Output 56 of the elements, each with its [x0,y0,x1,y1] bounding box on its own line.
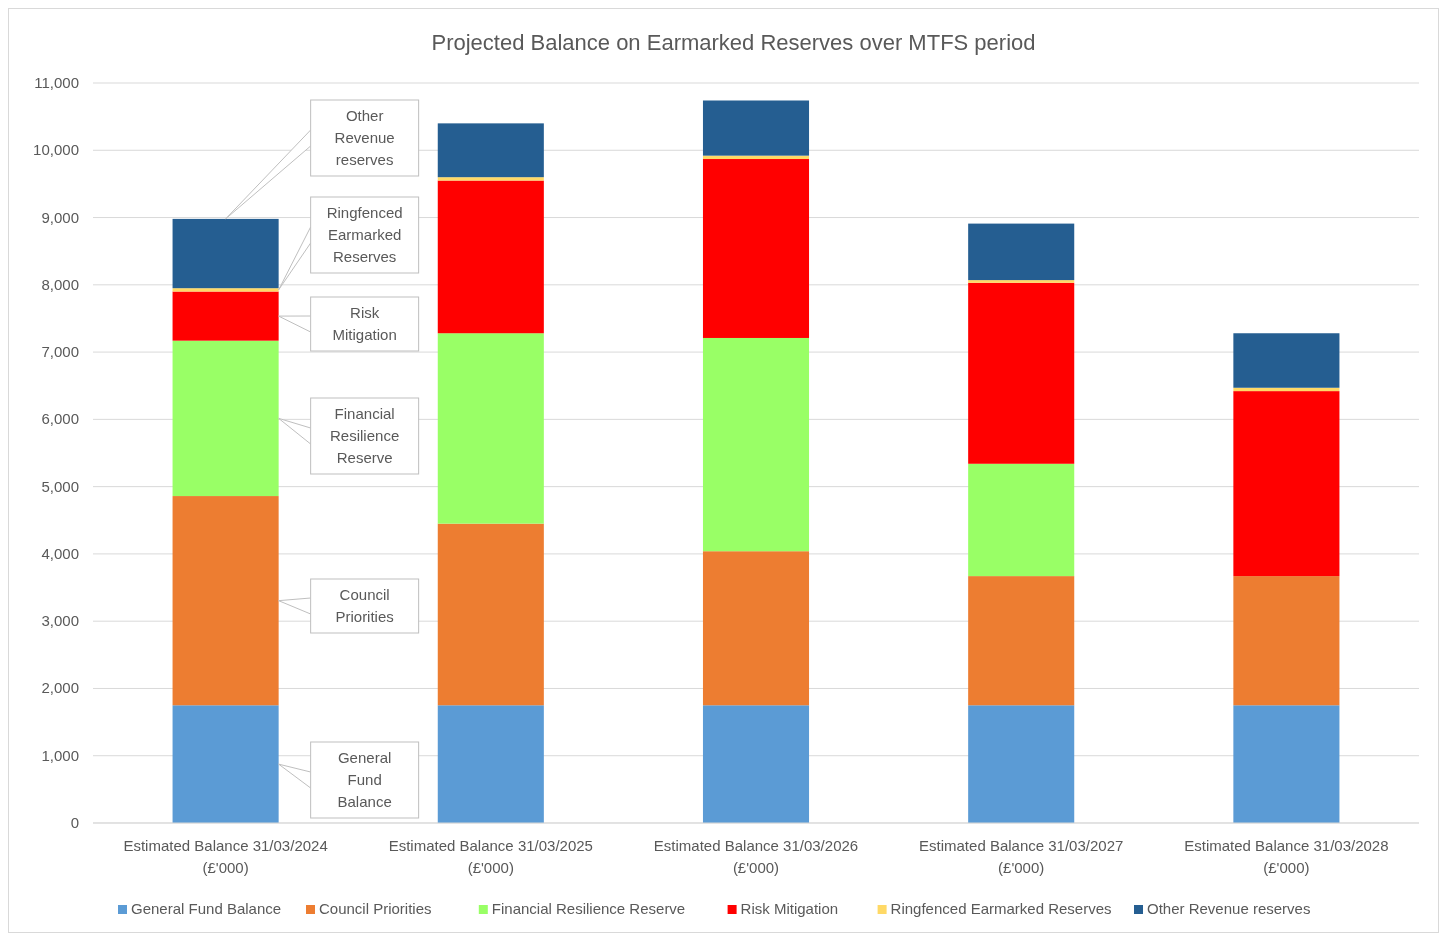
legend-label: Council Priorities [319,900,432,917]
bar [1233,391,1340,577]
annotation: General Fund Balance [337,749,392,810]
chart-title: Projected Balance on Earmarked Reserves over MTFS period [431,30,1036,55]
bar [968,463,1075,577]
legend-label: Ringfenced Earmarked Reserves [890,900,1112,917]
y-tick-label: 9,000 [41,208,79,226]
legend-label: Risk Mitigation [740,900,839,917]
bar [437,177,544,181]
bar [1233,705,1340,823]
annotation: Ringfenced Earmarked Reserves [326,204,403,265]
x-tick-label: Estimated Balance 31/03/2027 (£'000) [919,837,1124,876]
bar [968,280,1075,283]
bar [702,100,810,156]
annotation: Risk Mitigation [332,304,397,343]
y-tick-label: 10,000 [33,141,79,159]
y-tick-label: 11,000 [34,74,79,91]
legend-label: Other Revenue reserves [1147,900,1311,917]
y-tick-label: 5,000 [41,477,79,495]
bar [437,523,544,706]
annotation: Other Revenue reserves [334,107,395,168]
bar [172,340,279,497]
bar [968,223,1075,281]
x-tick-label: Estimated Balance 31/03/2028 (£'000) [1184,837,1389,876]
bar [968,705,1075,823]
bar [437,705,544,823]
bar [702,551,810,706]
y-tick-label: 8,000 [41,275,79,293]
bar [1233,576,1340,706]
y-tick-label: 7,000 [41,343,79,361]
bar [968,576,1075,706]
bar [172,291,279,341]
legend-label: General Fund Balance [131,900,282,917]
x-tick-label: Estimated Balance 31/03/2024 (£'000) [123,837,328,876]
y-tick-label: 0 [70,814,79,831]
y-tick-label: 6,000 [41,410,79,428]
bar [702,159,810,338]
legend-label: Financial Resilience Reserve [491,900,686,917]
annotation: Financial Resilience Reserve [330,405,400,466]
bar [172,496,279,706]
y-tick-label: 4,000 [41,544,79,562]
bar [968,282,1075,464]
y-tick-label: 1,000 [41,746,79,764]
bar [437,333,544,524]
x-tick-label: Estimated Balance 31/03/2026 (£'000) [653,837,859,876]
bar [702,337,810,552]
bar [702,705,810,823]
bar [437,123,544,178]
bar [172,705,279,823]
x-tick-label: Estimated Balance 31/03/2025 (£'000) [388,837,593,876]
bar [1233,333,1340,388]
annotation: Council Priorities [335,586,394,625]
bar [172,288,279,292]
y-tick-label: 2,000 [41,679,79,697]
bar [437,180,544,334]
y-tick-label: 3,000 [41,612,79,630]
